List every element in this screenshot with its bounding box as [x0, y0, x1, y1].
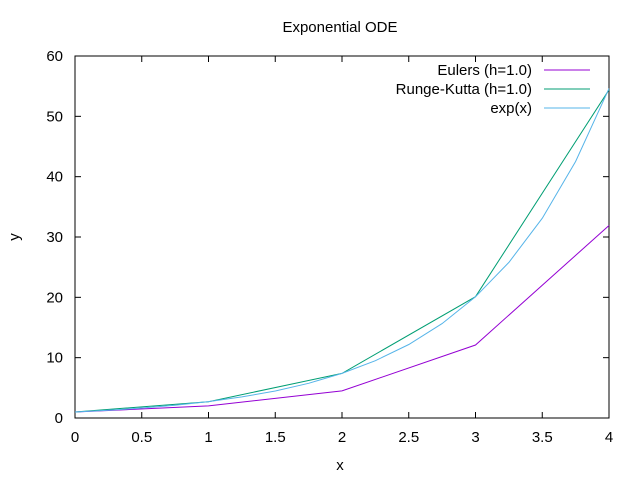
y-axis-label: y [6, 233, 23, 241]
x-tick-label: 2 [338, 429, 346, 446]
x-axis-label: x [336, 457, 344, 474]
x-axis: 0 0.5 1 1.5 2 2.5 3 3.5 4 [71, 56, 613, 446]
y-tick-label: 0 [55, 410, 63, 427]
y-tick-label: 50 [46, 108, 63, 125]
x-tick-label: 3 [471, 429, 479, 446]
y-tick-label: 60 [46, 48, 63, 65]
x-tick-label: 0.5 [131, 429, 152, 446]
series-line-1 [74, 89, 610, 413]
x-tick-label: 2.5 [398, 429, 419, 446]
chart-title: Exponential ODE [282, 19, 397, 36]
y-tick-label: 20 [46, 289, 63, 306]
x-tick-label: 1 [204, 429, 212, 446]
y-tick-label: 10 [46, 350, 63, 367]
series-line-0 [74, 225, 610, 413]
x-tick-label: 0 [71, 429, 79, 446]
series-lines [74, 88, 610, 413]
x-tick-label: 4 [605, 429, 613, 446]
y-tick-label: 40 [46, 169, 63, 186]
x-tick-label: 3.5 [532, 429, 553, 446]
legend-label-0: Eulers (h=1.0) [437, 62, 532, 79]
y-axis: 0 10 20 30 40 50 60 [46, 48, 609, 427]
legend-label-2: exp(x) [490, 100, 532, 117]
legend: Eulers (h=1.0) Runge-Kutta (h=1.0) exp(x) [396, 62, 590, 117]
legend-label-1: Runge-Kutta (h=1.0) [396, 81, 532, 98]
x-tick-label: 1.5 [265, 429, 286, 446]
y-tick-label: 30 [46, 229, 63, 246]
series-line-2 [74, 88, 610, 413]
